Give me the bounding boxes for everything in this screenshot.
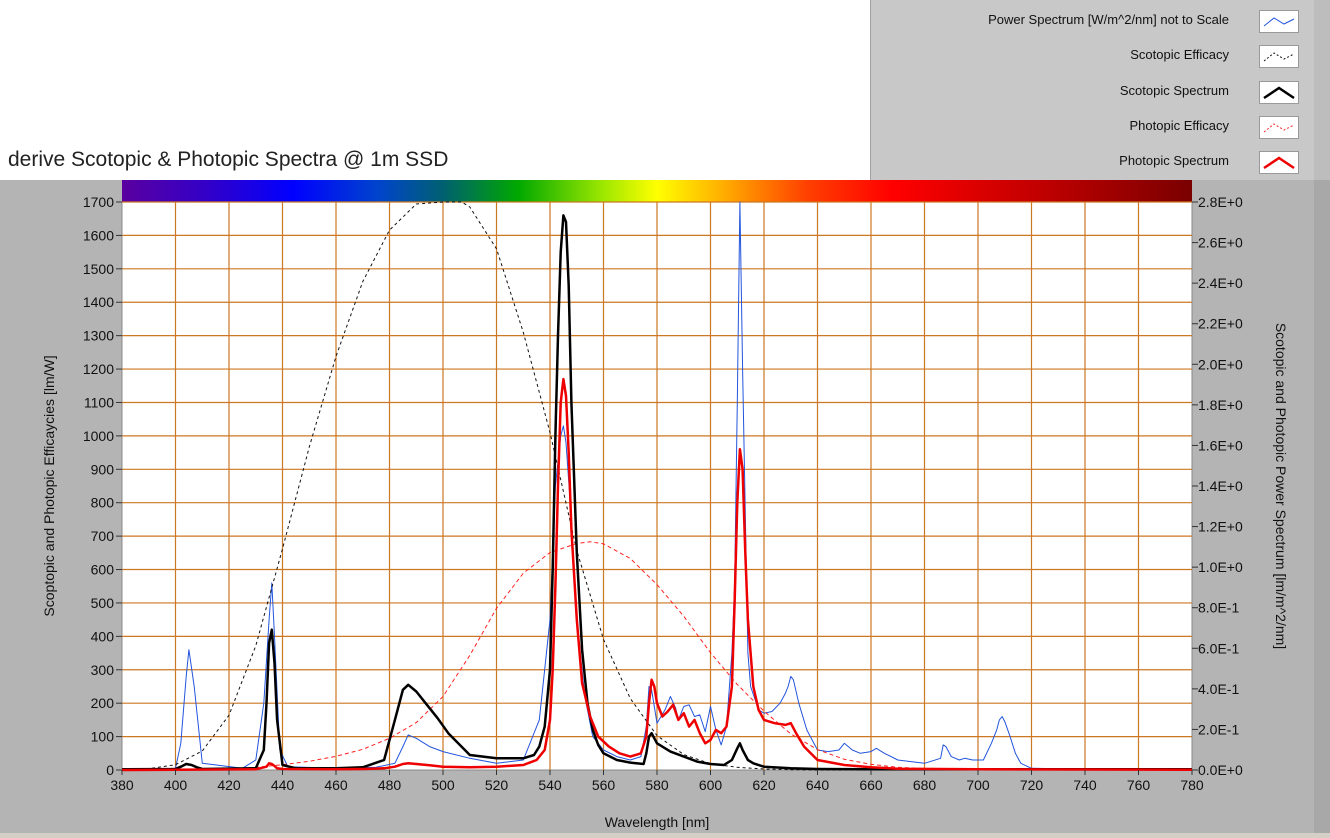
x-tick-label: 520 [485, 777, 509, 793]
y-tick-label: 500 [91, 595, 115, 611]
legend-label: Scotopic Spectrum [1119, 83, 1229, 98]
series-line-power-spectrum-w-m-2-nm-not-to-scale [122, 201, 1192, 770]
legend-item-photopic-spectrum[interactable]: Photopic Spectrum [871, 147, 1315, 175]
legend-swatch-icon [1259, 10, 1299, 33]
y-tick-label: 600 [91, 562, 115, 578]
y2-tick-label: 2.8E+0 [1198, 194, 1243, 210]
x-axis-label: Wavelength [nm] [605, 814, 710, 830]
legend-item-scotopic-spectrum[interactable]: Scotopic Spectrum [871, 77, 1315, 105]
axes: 380 400 420 440 460 480 500 520 540 560 580 600 620 6… [83, 194, 1243, 793]
y-tick-label: 1500 [83, 261, 114, 277]
x-tick-label: 680 [913, 777, 937, 793]
x-tick-label: 660 [859, 777, 883, 793]
spectrum-chart: 380 400 420 440 460 480 500 520 540 560 580 600 620 6… [41, 180, 1289, 830]
y-tick-label: 1000 [83, 428, 114, 444]
y-tick-label: 400 [91, 628, 115, 644]
y2-tick-label: 1.4E+0 [1198, 478, 1243, 494]
y-tick-label: 900 [91, 461, 115, 477]
y-tick-label: 1100 [84, 394, 114, 410]
y2-tick-label: 2.2E+0 [1198, 316, 1243, 332]
legend-label: Power Spectrum [W/m^2/nm] not to Scale [988, 12, 1229, 27]
legend-swatch-icon [1259, 45, 1299, 68]
x-tick-label: 600 [699, 777, 723, 793]
y-tick-label: 100 [91, 729, 115, 745]
y-tick-label: 1400 [83, 294, 114, 310]
y-tick-label: 200 [91, 695, 115, 711]
y-tick-label: 300 [91, 662, 115, 678]
y2-tick-label: 1.6E+0 [1198, 437, 1243, 453]
x-tick-label: 740 [1073, 777, 1097, 793]
y-axis-label: Scoptopic and Photopic Efficaycies [lm/W… [41, 355, 57, 616]
legend-label: Photopic Spectrum [1119, 153, 1229, 168]
x-tick-label: 540 [538, 777, 562, 793]
graph-frame: 380 400 420 440 460 480 500 520 540 560 580 600 620 6… [0, 180, 1314, 833]
x-tick-label: 460 [324, 777, 348, 793]
y2-tick-label: 6.0E-1 [1198, 640, 1239, 656]
y-tick-label: 0 [106, 762, 114, 778]
y2-tick-label: 2.0E-1 [1198, 721, 1239, 737]
legend-item-power-spectrum[interactable]: Power Spectrum [W/m^2/nm] not to Scale [871, 6, 1315, 34]
chart-title: derive Scotopic & Photopic Spectra @ 1m … [8, 148, 449, 171]
series-line-photopic-spectrum [121, 377, 1193, 772]
y2-tick-label: 2.6E+0 [1198, 235, 1243, 251]
x-tick-label: 380 [110, 777, 134, 793]
frame-edge [1314, 180, 1330, 833]
y-tick-label: 800 [91, 495, 115, 511]
x-tick-label: 400 [164, 777, 188, 793]
legend-item-scotopic-efficacy[interactable]: Scotopic Efficacy [871, 41, 1315, 69]
series-line-photopic-efficacy [121, 541, 1192, 771]
legend: Power Spectrum [W/m^2/nm] not to Scale S… [870, 0, 1315, 180]
y2-tick-label: 8.0E-1 [1198, 600, 1239, 616]
x-tick-label: 560 [592, 777, 616, 793]
grid [122, 201, 1192, 770]
x-tick-label: 700 [966, 777, 990, 793]
legend-item-photopic-efficacy[interactable]: Photopic Efficacy [871, 112, 1315, 140]
y-tick-label: 1600 [83, 227, 114, 243]
y2-tick-label: 1.0E+0 [1198, 559, 1243, 575]
x-tick-label: 620 [752, 777, 776, 793]
x-tick-label: 480 [378, 777, 402, 793]
y2-tick-label: 1.8E+0 [1198, 397, 1243, 413]
spectrum-color-bar [122, 180, 1192, 202]
y2-tick-label: 4.0E-1 [1198, 681, 1239, 697]
legend-label: Photopic Efficacy [1129, 118, 1229, 133]
x-tick-label: 640 [806, 777, 830, 793]
y2-tick-label: 0.0E+0 [1198, 762, 1243, 778]
x-tick-label: 780 [1180, 777, 1204, 793]
legend-scrollbar[interactable] [1314, 0, 1330, 180]
legend-label: Scotopic Efficacy [1130, 47, 1229, 62]
legend-swatch-icon [1259, 151, 1299, 174]
x-tick-label: 440 [271, 777, 295, 793]
series-line-scotopic-efficacy [121, 201, 925, 771]
y2-tick-label: 2.4E+0 [1198, 275, 1243, 291]
series-line-scotopic-spectrum [121, 214, 1192, 771]
y-tick-label: 1300 [83, 328, 114, 344]
y-tick-label: 700 [91, 528, 115, 544]
legend-swatch-icon [1259, 116, 1299, 139]
x-tick-label: 760 [1127, 777, 1151, 793]
title-panel: derive Scotopic & Photopic Spectra @ 1m … [0, 0, 870, 180]
y2-axis-label: Scotopic and Photopic Power Spectrum [lm… [1273, 323, 1289, 649]
y-tick-label: 1700 [83, 194, 114, 210]
x-tick-label: 580 [645, 777, 669, 793]
x-tick-label: 420 [217, 777, 241, 793]
y2-tick-label: 2.0E+0 [1198, 356, 1243, 372]
series-layer [121, 201, 1193, 772]
x-tick-label: 500 [431, 777, 455, 793]
x-tick-label: 720 [1020, 777, 1044, 793]
y2-tick-label: 1.2E+0 [1198, 519, 1243, 535]
y-tick-label: 1200 [83, 361, 114, 377]
legend-swatch-icon [1259, 81, 1299, 104]
